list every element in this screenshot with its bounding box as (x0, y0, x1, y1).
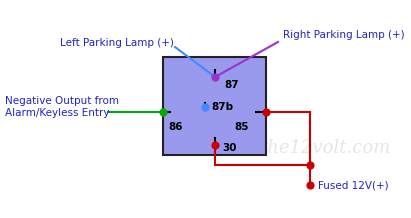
Text: 86: 86 (168, 122, 182, 132)
Point (307, 183, 313, 187)
Text: 30: 30 (222, 143, 236, 153)
Text: 87b: 87b (211, 102, 233, 112)
Text: Left Parking Lamp (+): Left Parking Lamp (+) (60, 38, 174, 48)
Point (212, 143, 218, 147)
Text: 87: 87 (224, 80, 239, 90)
Text: Right Parking Lamp (+): Right Parking Lamp (+) (283, 30, 404, 40)
Point (160, 110, 166, 114)
Point (212, 75, 218, 79)
Point (307, 163, 313, 167)
Text: the12volt.com: the12volt.com (260, 139, 390, 157)
Text: Fused 12V(+): Fused 12V(+) (318, 180, 389, 190)
Bar (163, 57, 266, 155)
Point (263, 110, 269, 114)
Text: 85: 85 (234, 122, 249, 132)
Point (202, 105, 208, 109)
Text: Negative Output from
Alarm/Keyless Entry: Negative Output from Alarm/Keyless Entry (5, 96, 119, 118)
